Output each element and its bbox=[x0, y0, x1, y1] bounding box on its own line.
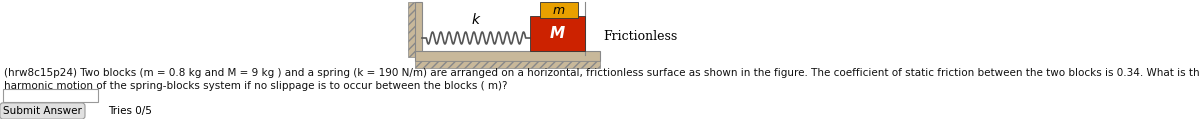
Text: Tries 0/5: Tries 0/5 bbox=[108, 106, 152, 116]
Bar bbox=[415, 61, 600, 68]
Bar bbox=[415, 51, 600, 61]
Text: M: M bbox=[550, 26, 565, 41]
Text: Frictionless: Frictionless bbox=[604, 30, 677, 42]
Text: Submit Answer: Submit Answer bbox=[2, 106, 82, 116]
Bar bbox=[415, 2, 422, 57]
Bar bbox=[2, 89, 98, 102]
Bar bbox=[530, 16, 586, 51]
Text: m: m bbox=[553, 3, 565, 17]
Text: (hrw8c15p24) Two blocks (m = 0.8 kg and M = 9 kg ) and a spring (k = 190 N/m) ar: (hrw8c15p24) Two blocks (m = 0.8 kg and … bbox=[4, 68, 1200, 78]
Text: k: k bbox=[472, 13, 480, 27]
Text: harmonic motion of the spring-blocks system if no slippage is to occur between t: harmonic motion of the spring-blocks sys… bbox=[4, 81, 508, 91]
Bar bbox=[408, 2, 415, 57]
Bar bbox=[540, 2, 578, 18]
